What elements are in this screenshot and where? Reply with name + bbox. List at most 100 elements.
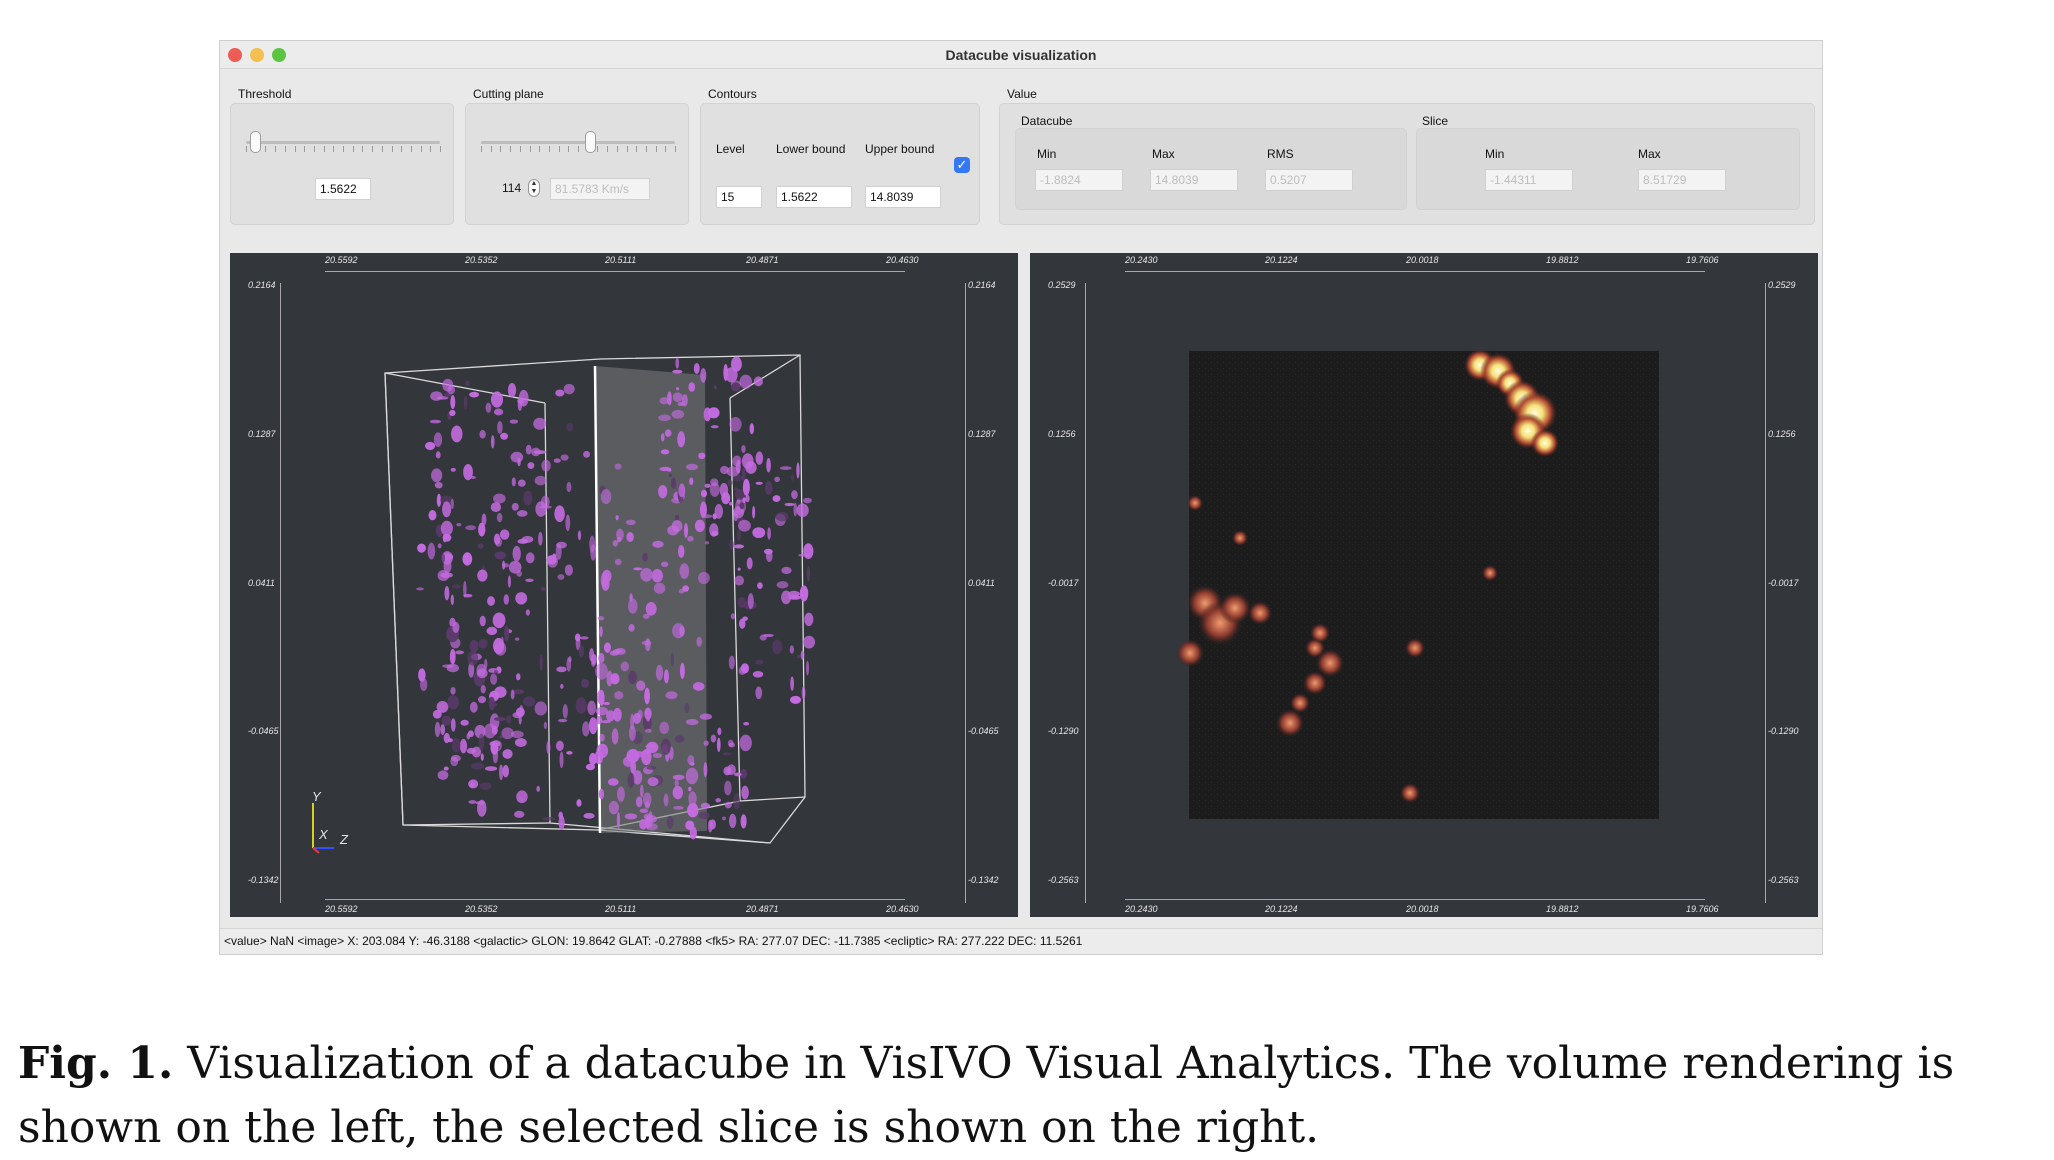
emission-blob — [478, 522, 486, 537]
emission-blob — [642, 613, 650, 619]
emission-blob — [493, 533, 501, 545]
emission-blob — [660, 433, 665, 442]
emission-blob — [658, 414, 671, 422]
emission-blob — [468, 779, 479, 789]
emission-blob — [793, 502, 798, 517]
slice-bottom-tick: 19.7606 — [1686, 904, 1719, 914]
emission-blob — [802, 635, 816, 649]
emission-blob — [437, 543, 442, 549]
threshold-value-field[interactable]: 1.5622 — [315, 178, 371, 200]
emission-blob — [775, 511, 789, 522]
vol-right-tick: -0.1342 — [968, 875, 999, 885]
emission-blob — [798, 553, 811, 557]
emission-blob — [469, 391, 480, 398]
emission-blob — [664, 429, 672, 437]
emission-blob — [477, 569, 488, 582]
bright-emission-spot — [1531, 429, 1559, 457]
emission-blob — [728, 655, 735, 670]
emission-blob — [671, 520, 683, 533]
emission-blob — [493, 717, 507, 722]
emission-blob — [746, 557, 753, 570]
emission-blob — [525, 578, 534, 582]
emission-blob — [635, 796, 643, 808]
emission-blob — [511, 502, 519, 511]
emission-blob — [774, 476, 780, 483]
faint-emission-spot — [1290, 693, 1310, 713]
vol-left-tick: 0.2164 — [248, 280, 276, 290]
slider-knob[interactable] — [249, 131, 261, 153]
faint-emission-spot — [1232, 530, 1248, 546]
emission-blob — [644, 801, 650, 809]
slider-knob[interactable] — [585, 131, 597, 153]
emission-blob — [659, 397, 670, 405]
emission-blob — [437, 569, 450, 581]
emission-blob — [478, 638, 488, 649]
cutting-plane-spinbox[interactable]: 114 ▲ ▼ — [500, 178, 542, 200]
axes-gizmo — [312, 803, 334, 854]
emission-blob — [688, 786, 692, 792]
emission-blob — [644, 687, 650, 705]
emission-blob — [632, 713, 642, 724]
emission-blob — [479, 782, 492, 791]
upper-bound-field[interactable]: 14.8039 — [865, 186, 941, 208]
emission-blob — [441, 715, 452, 726]
datacube-min-label: Min — [1037, 147, 1057, 161]
emission-blob — [739, 374, 753, 389]
emission-blob — [510, 451, 524, 463]
contours-label: Contours — [708, 87, 757, 101]
emission-blob — [749, 423, 755, 435]
emission-blob — [644, 728, 652, 733]
emission-blob — [743, 721, 750, 726]
emission-blob — [721, 492, 731, 505]
lower-bound-field[interactable]: 1.5622 — [776, 186, 852, 208]
zoom-window-button[interactable] — [272, 48, 286, 62]
vol-top-tick: 20.4630 — [886, 255, 919, 265]
emission-blob — [443, 766, 449, 771]
level-field[interactable]: 15 — [716, 186, 762, 208]
minimize-window-button[interactable] — [250, 48, 264, 62]
volume-render-view[interactable]: Y X Z 20.5592 20.5352 20.5111 20.4871 20… — [230, 253, 1018, 917]
emission-blob — [434, 721, 441, 738]
slice-emission — [1176, 349, 1559, 803]
emission-blob — [597, 616, 605, 621]
emission-blobs — [416, 356, 816, 840]
emission-blob — [576, 799, 582, 807]
emission-blob — [689, 826, 697, 840]
emission-blob — [729, 416, 742, 432]
emission-blob — [556, 541, 567, 549]
emission-blob — [639, 808, 649, 813]
vol-bottom-tick: 20.5111 — [605, 904, 637, 914]
emission-blob — [450, 395, 456, 410]
emission-blob — [668, 473, 673, 478]
threshold-slider[interactable] — [246, 128, 441, 158]
emission-blob — [626, 532, 634, 542]
emission-blob — [493, 493, 506, 504]
emission-blob — [642, 792, 652, 807]
emission-blob — [752, 506, 756, 519]
value-group: Datacube Min Max RMS -1.8824 14.8039 0.5… — [999, 103, 1815, 225]
emission-blob — [443, 559, 452, 574]
emission-blob — [630, 760, 637, 774]
emission-blob — [607, 778, 619, 786]
emission-blob — [500, 432, 509, 440]
cutting-plane-slider[interactable] — [481, 128, 676, 158]
close-window-button[interactable] — [228, 48, 242, 62]
emission-blob — [772, 495, 781, 502]
emission-blob — [717, 727, 722, 736]
emission-blob — [599, 626, 603, 637]
emission-blob — [678, 545, 685, 558]
emission-blob — [764, 481, 773, 495]
emission-blob — [456, 522, 462, 527]
emission-blob — [732, 455, 742, 467]
contours-enabled-checkbox[interactable]: ✓ — [954, 157, 970, 173]
emission-blob — [714, 504, 723, 519]
slice-view[interactable]: 20.2430 20.1224 20.0018 19.8812 19.7606 … — [1030, 253, 1818, 917]
emission-blob — [727, 479, 733, 487]
emission-blob — [679, 662, 685, 680]
emission-blob — [507, 575, 512, 588]
emission-blob — [444, 585, 450, 601]
emission-blob — [700, 802, 711, 809]
emission-blob — [468, 661, 475, 678]
spin-arrows-icon[interactable]: ▲ ▼ — [528, 179, 540, 197]
slice-top-tick: 20.2430 — [1125, 255, 1158, 265]
